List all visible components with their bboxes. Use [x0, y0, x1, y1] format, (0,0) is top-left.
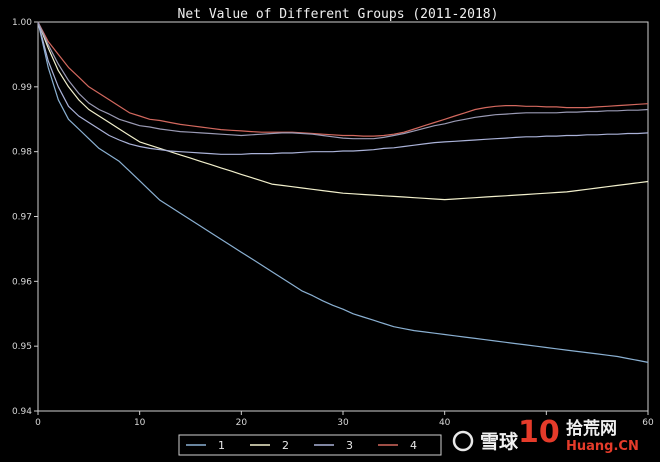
x-tick-label: 20 [236, 418, 248, 428]
x-tick-label: 10 [134, 418, 146, 428]
y-tick-label: 0.96 [12, 277, 32, 287]
legend: 1 2 3 4 [178, 434, 442, 456]
y-tick-label: 0.98 [12, 148, 32, 158]
watermark-brand-cn: 拾荒网 [566, 418, 617, 439]
y-axis: 0.94 0.95 0.96 0.97 0.98 0.99 1.00 [12, 18, 38, 417]
y-tick-label: 0.94 [12, 407, 32, 417]
x-tick-label: 60 [642, 418, 654, 428]
watermark: 雪球 10 拾荒网 Huang.CN [452, 415, 639, 454]
y-tick-label: 0.97 [12, 213, 32, 223]
series-line-1 [37, 21, 649, 363]
series-line-3 [37, 21, 649, 155]
series-lines [37, 21, 649, 363]
legend-label: 4 [410, 439, 417, 452]
x-tick-label: 40 [439, 418, 451, 428]
legend-label: 3 [346, 439, 353, 452]
legend-box [178, 434, 442, 456]
x-tick-label: 30 [337, 418, 349, 428]
series-line-unnamed-4 [37, 21, 649, 140]
watermark-logo-text: 雪球 [480, 430, 519, 453]
series-line-2 [37, 21, 649, 201]
legend-label: 2 [282, 439, 289, 452]
watermark-brand-url: Huang.CN [566, 439, 639, 454]
x-tick-label: 0 [35, 418, 41, 428]
y-tick-label: 0.99 [12, 83, 32, 93]
y-tick-label: 0.95 [12, 342, 32, 352]
chart-title: Net Value of Different Groups (2011-2018… [178, 7, 499, 22]
series-line-4 [37, 21, 649, 137]
legend-label: 1 [218, 439, 225, 452]
snowball-logo-icon [452, 430, 474, 452]
watermark-brand-number: 10 [518, 415, 560, 450]
y-tick-label: 1.00 [12, 18, 32, 28]
x-axis: 0 10 20 30 40 60 [35, 411, 654, 428]
